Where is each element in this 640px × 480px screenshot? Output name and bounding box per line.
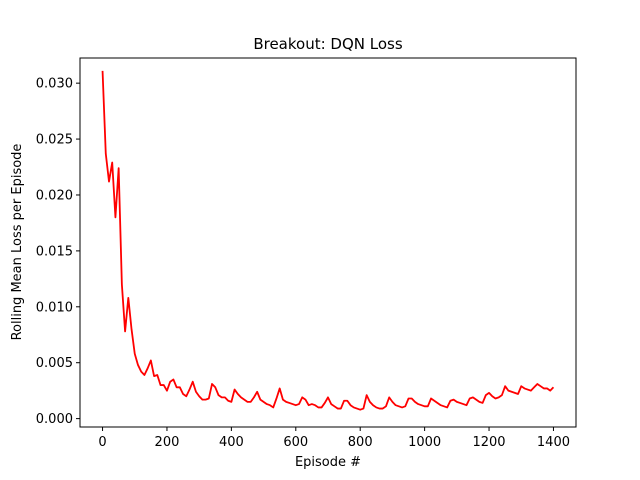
y-tick-label: 0.000 xyxy=(36,412,73,427)
x-tick-label: 400 xyxy=(219,435,244,450)
x-tick-label: 0 xyxy=(98,435,106,450)
x-tick-label: 1200 xyxy=(472,435,505,450)
x-tick-label: 1000 xyxy=(408,435,441,450)
axes-frame xyxy=(79,57,577,428)
y-axis: 0.000 0.005 0.010 0.015 0.020 0.025 0.030 xyxy=(36,77,80,427)
x-axis: 0 200 400 600 800 1000 1200 1400 xyxy=(98,427,570,450)
series-layer xyxy=(101,70,555,411)
chart-title: Breakout: DQN Loss xyxy=(253,35,403,53)
y-tick-label: 0.005 xyxy=(36,356,73,371)
loss-series-line xyxy=(101,70,555,411)
x-axis-title: Episode # xyxy=(295,455,361,470)
y-tick-label: 0.020 xyxy=(36,188,73,203)
y-tick-label: 0.030 xyxy=(36,77,73,92)
x-tick-label: 800 xyxy=(348,435,373,450)
y-tick-label: 0.025 xyxy=(36,133,73,148)
y-tick-label: 0.010 xyxy=(36,300,73,315)
x-tick-label: 1400 xyxy=(537,435,570,450)
y-tick-label: 0.015 xyxy=(36,244,73,259)
x-tick-label: 200 xyxy=(155,435,180,450)
x-tick-label: 600 xyxy=(283,435,308,450)
y-axis-title: Rolling Mean Loss per Episode xyxy=(10,144,25,341)
plot-area: 0 200 400 600 800 1000 1200 1400 0.000 0.005 0.01… xyxy=(36,57,577,450)
